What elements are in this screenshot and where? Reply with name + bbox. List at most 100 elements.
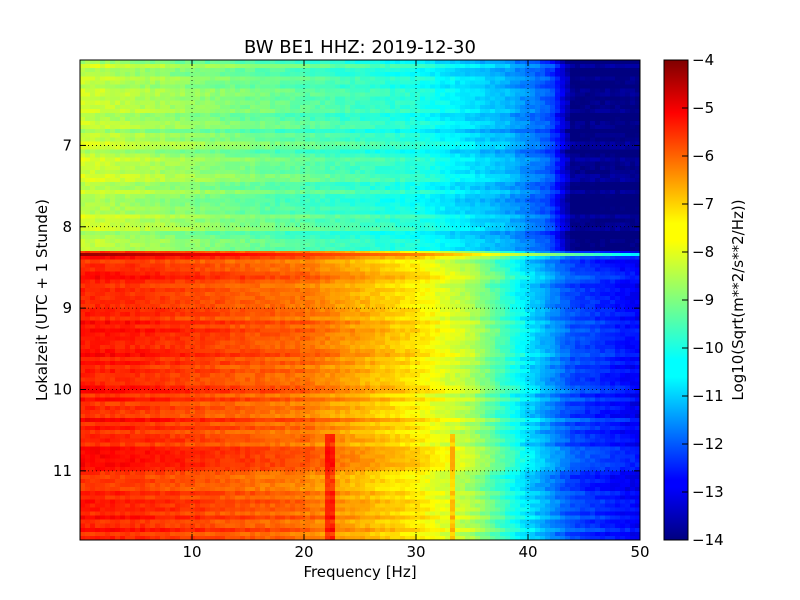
heatmap-cell <box>260 60 266 65</box>
heatmap-cell <box>95 238 101 244</box>
heatmap-cell <box>170 226 176 232</box>
heatmap-cell <box>275 76 281 81</box>
heatmap-cell <box>265 141 271 147</box>
heatmap-cell <box>255 88 261 94</box>
heatmap-cell <box>360 218 366 224</box>
heatmap-cell <box>140 186 146 191</box>
heatmap-cell <box>100 177 106 183</box>
heatmap-cell <box>375 173 381 179</box>
heatmap-cell <box>440 116 446 122</box>
heatmap-cell <box>145 218 151 224</box>
heatmap-cell <box>530 226 536 232</box>
heatmap-cell <box>160 161 166 167</box>
heatmap-cell <box>535 161 541 167</box>
heatmap-cell <box>495 157 501 163</box>
heatmap-cell <box>405 88 411 94</box>
heatmap-cell <box>145 141 151 147</box>
heatmap-cell <box>585 161 591 167</box>
heatmap-cell <box>600 72 606 77</box>
heatmap-cell <box>95 186 101 191</box>
heatmap-cell <box>125 157 131 163</box>
heatmap-cell <box>110 76 116 81</box>
heatmap-cell <box>620 80 626 86</box>
heatmap-cell <box>110 218 116 224</box>
heatmap-cell <box>250 72 256 77</box>
heatmap-cell <box>435 234 441 240</box>
heatmap-cell <box>340 173 346 179</box>
heatmap-cell <box>200 202 206 208</box>
heatmap-cell <box>325 234 331 240</box>
heatmap-cell <box>375 68 381 73</box>
heatmap-cell <box>120 226 126 232</box>
heatmap-cell <box>395 206 401 212</box>
heatmap-cell <box>95 116 101 122</box>
heatmap-cell <box>165 121 171 126</box>
heatmap-cell <box>165 226 171 232</box>
heatmap-cell <box>575 206 581 212</box>
heatmap-cell <box>255 68 261 73</box>
heatmap-cell <box>580 137 586 142</box>
heatmap-cell <box>165 218 171 224</box>
heatmap-cell <box>415 60 421 65</box>
heatmap-cell <box>630 186 636 191</box>
heatmap-cell <box>365 84 371 90</box>
heatmap-cell <box>190 129 196 134</box>
heatmap-cell <box>315 108 321 114</box>
heatmap-cell <box>250 186 256 191</box>
heatmap-cell <box>535 88 541 94</box>
heatmap-cell <box>185 202 191 208</box>
heatmap-cell <box>430 186 436 191</box>
heatmap-cell <box>615 226 621 232</box>
heatmap-cell <box>410 182 416 187</box>
heatmap-cell <box>350 214 356 220</box>
heatmap-cell <box>475 226 481 232</box>
heatmap-cell <box>505 133 511 138</box>
heatmap-cell <box>360 177 366 183</box>
heatmap-cell <box>445 84 451 90</box>
heatmap-cell <box>255 218 261 224</box>
heatmap-cell <box>380 234 386 240</box>
heatmap-cell <box>105 234 111 240</box>
heatmap-cell <box>555 198 561 203</box>
heatmap-cell <box>255 64 261 69</box>
heatmap-cell <box>445 206 451 212</box>
heatmap-cell <box>90 161 96 167</box>
heatmap-cell <box>525 121 531 126</box>
heatmap-cell <box>170 141 176 147</box>
heatmap-cell <box>210 186 216 191</box>
heatmap-cell <box>280 60 286 65</box>
heatmap-cell <box>445 60 451 65</box>
heatmap-cell <box>575 72 581 77</box>
heatmap-cell <box>445 104 451 110</box>
heatmap-cell <box>495 112 501 118</box>
heatmap-cell <box>445 137 451 142</box>
heatmap-cell <box>410 222 416 228</box>
heatmap-cell <box>620 157 626 163</box>
heatmap-cell <box>145 68 151 73</box>
heatmap-cell <box>175 145 181 151</box>
heatmap-cell <box>150 157 156 163</box>
heatmap-cell <box>310 108 316 114</box>
heatmap-cell <box>355 68 361 73</box>
heatmap-cell <box>520 177 526 183</box>
heatmap-cell <box>160 104 166 110</box>
heatmap-cell <box>100 68 106 73</box>
heatmap-cell <box>250 194 256 199</box>
heatmap-cell <box>210 177 216 183</box>
heatmap-cell <box>465 218 471 224</box>
heatmap-cell <box>450 64 456 69</box>
heatmap-cell <box>200 206 206 212</box>
heatmap-cell <box>590 133 596 138</box>
heatmap-cell <box>155 186 161 191</box>
heatmap-cell <box>210 230 216 236</box>
heatmap-cell <box>590 96 596 102</box>
heatmap-cell <box>635 116 640 122</box>
heatmap-cell <box>90 88 96 94</box>
heatmap-cell <box>165 108 171 114</box>
heatmap-cell <box>330 226 336 232</box>
heatmap-cell <box>240 104 246 110</box>
heatmap-cell <box>205 173 211 179</box>
heatmap-cell <box>575 60 581 65</box>
heatmap-cell <box>440 210 446 216</box>
heatmap-cell <box>425 218 431 224</box>
